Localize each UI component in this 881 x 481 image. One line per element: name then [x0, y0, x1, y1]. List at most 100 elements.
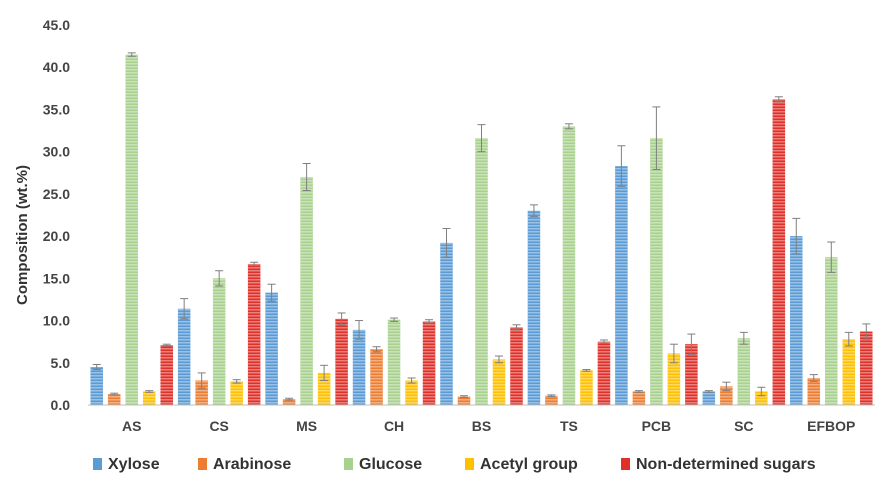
error-bar [355, 320, 364, 340]
legend-item: Xylose [93, 456, 160, 473]
legend-swatch [93, 458, 102, 470]
y-tick-label: 25.0 [43, 186, 70, 202]
bar [125, 54, 138, 406]
error-bar [599, 339, 608, 344]
bar [492, 359, 506, 405]
bar [772, 99, 786, 406]
legend-label: Xylose [108, 456, 160, 473]
legend-swatch [465, 458, 474, 470]
legend-label: Arabinose [213, 456, 291, 473]
error-bar [92, 363, 101, 371]
error-bar [792, 217, 801, 255]
bar [702, 391, 716, 405]
error-bars [92, 52, 871, 401]
bar [632, 391, 646, 405]
bar [650, 138, 663, 405]
error-bar [652, 106, 661, 170]
bar [440, 242, 453, 405]
y-tick-label: 30.0 [43, 144, 70, 160]
bar [597, 341, 611, 405]
error-bar [687, 333, 696, 355]
bar [107, 394, 121, 405]
error-bar [302, 162, 311, 192]
error-bar [634, 390, 643, 393]
bar [387, 319, 401, 405]
bar [457, 396, 471, 405]
error-bar [442, 228, 451, 258]
legend: Xylose Arabinose Glucose Acetyl group Non-de… [93, 456, 816, 473]
error-bar [145, 390, 154, 393]
y-tick-label: 20.0 [43, 228, 70, 244]
error-bar [617, 145, 626, 187]
legend-label: Acetyl group [480, 456, 578, 473]
x-tick-label: MS [296, 418, 317, 434]
error-bar [495, 355, 503, 364]
bar [562, 126, 576, 405]
x-axis-ticks: AS CS MS CH BS TS PCB SC EFBOP [122, 418, 855, 434]
error-bar [827, 241, 836, 273]
bar [527, 210, 541, 405]
bar [755, 391, 768, 405]
y-tick-label: 10.0 [43, 313, 70, 329]
error-bar [774, 96, 783, 103]
error-bar [547, 394, 556, 398]
legend-label: Glucose [359, 456, 422, 473]
y-axis-ticks: 0.0 5.0 10.0 15.0 20.0 25.0 30.0 35.0 40.0 45.0 [43, 17, 70, 413]
legend-label: Non-determined sugars [636, 456, 816, 473]
bar [370, 349, 383, 405]
error-bar [669, 343, 678, 364]
bar [860, 331, 873, 405]
error-bar [844, 331, 853, 347]
error-bar [390, 317, 399, 322]
bar [177, 308, 191, 405]
bar [335, 318, 348, 405]
y-tick-label: 15.0 [43, 270, 70, 286]
bar [265, 292, 278, 405]
legend-item: Arabinose [198, 456, 291, 473]
error-bar [564, 123, 573, 130]
error-bar [512, 324, 521, 331]
x-tick-label: BS [472, 418, 491, 434]
error-bar [215, 270, 224, 287]
error-bar [704, 390, 713, 393]
y-axis-title: Composition (wt.%) [14, 165, 31, 305]
y-tick-label: 35.0 [43, 101, 70, 117]
error-bar [407, 377, 416, 384]
legend-swatch [344, 458, 353, 470]
error-bar [757, 386, 766, 397]
y-tick-label: 0.0 [51, 397, 71, 413]
legend-swatch [198, 458, 207, 470]
x-tick-label: PCB [642, 418, 672, 434]
y-tick-label: 45.0 [43, 17, 70, 33]
error-bar [320, 364, 329, 382]
bar [842, 339, 856, 405]
error-bar [232, 379, 241, 384]
bar [142, 391, 156, 405]
error-bar [477, 124, 486, 153]
legend-item: Non-determined sugars [621, 456, 816, 473]
legend-swatch [621, 458, 630, 470]
error-bar [460, 395, 468, 398]
bar [737, 338, 751, 405]
error-bar [722, 381, 731, 392]
x-tick-label: CH [384, 418, 404, 434]
bar-series [90, 54, 873, 406]
error-bar [809, 374, 818, 382]
y-tick-label: 40.0 [43, 59, 70, 75]
error-bar [372, 346, 381, 353]
legend-item: Acetyl group [465, 456, 578, 473]
bar [212, 278, 226, 405]
error-bar [162, 343, 171, 347]
bar [475, 138, 488, 405]
error-bar [425, 319, 434, 324]
bar [580, 370, 593, 405]
bar [545, 395, 558, 405]
bar [282, 399, 296, 405]
bar [685, 344, 698, 405]
bar [247, 263, 261, 405]
bar [667, 353, 681, 405]
x-tick-label: TS [560, 418, 578, 434]
bar [405, 380, 418, 405]
bar [825, 257, 838, 405]
